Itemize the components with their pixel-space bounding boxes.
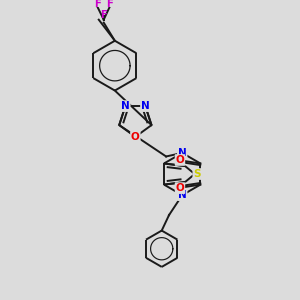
Text: F: F <box>100 10 107 20</box>
Text: O: O <box>176 155 184 165</box>
Text: N: N <box>121 101 130 111</box>
Text: O: O <box>176 183 184 193</box>
Text: N: N <box>178 190 187 200</box>
Text: O: O <box>131 132 140 142</box>
Text: N: N <box>178 148 187 158</box>
Text: S: S <box>193 169 201 179</box>
Text: N: N <box>141 101 150 111</box>
Text: F: F <box>94 0 101 9</box>
Text: F: F <box>106 0 113 9</box>
